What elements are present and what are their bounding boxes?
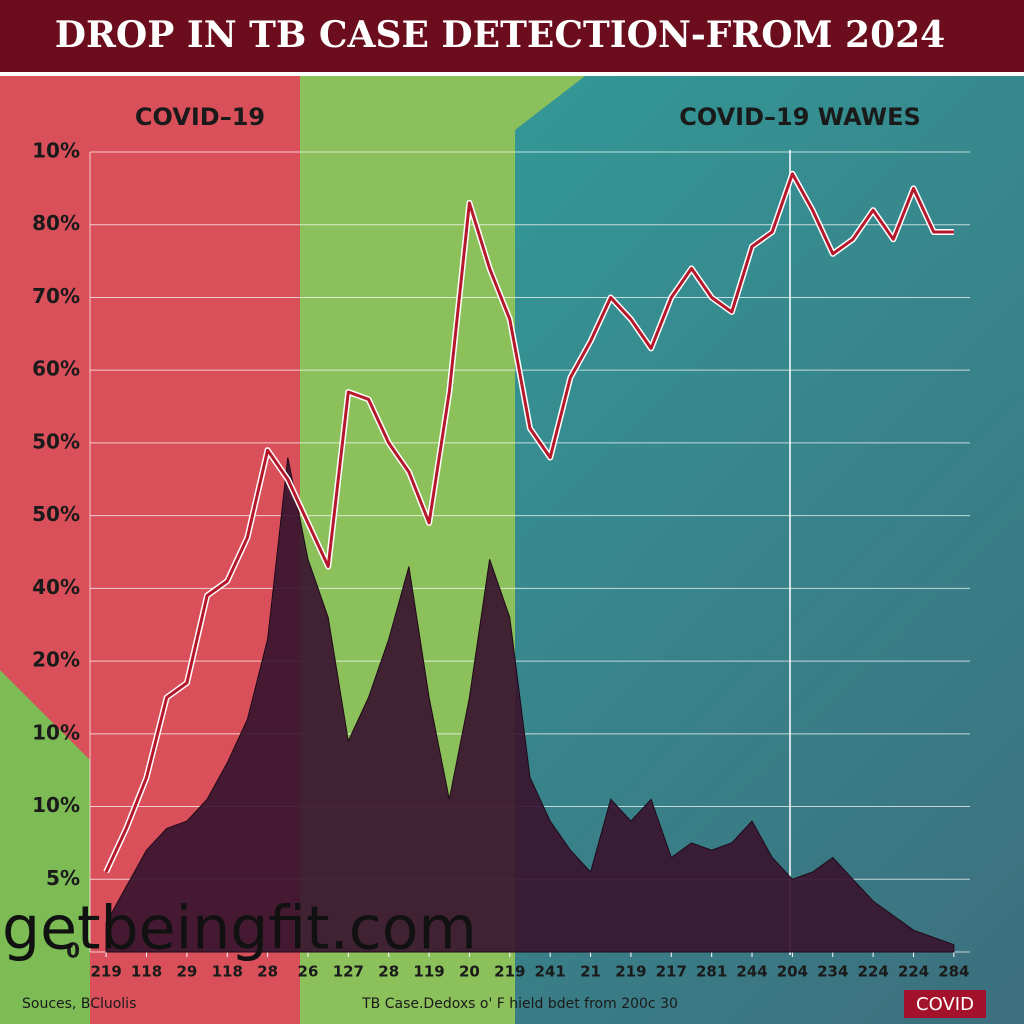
y-tick-label: 70% — [32, 284, 80, 308]
x-tick-label: 28 — [257, 963, 278, 981]
x-tick-label: 20 — [459, 963, 480, 981]
badge — [904, 990, 986, 1018]
x-tick-label: 284 — [938, 963, 969, 981]
source: Souces, BCluolis — [22, 996, 136, 1012]
x-tick-label: 224 — [898, 963, 929, 981]
title-rule — [0, 72, 1024, 76]
annotation: COVID–19 — [135, 103, 265, 131]
watermark: getbeingfit.com — [2, 894, 477, 964]
x-tick-label: 118 — [131, 963, 162, 981]
x-tick-label: 29 — [176, 963, 197, 981]
x-tick-label: 219 — [615, 963, 646, 981]
y-tick-label: 20% — [32, 648, 80, 672]
footnote: TB Case.Dedoxs o' F hield bdet from 200c… — [361, 996, 678, 1012]
title-bar — [0, 0, 1024, 72]
x-tick-label: 119 — [413, 963, 444, 981]
x-tick-label: 281 — [696, 963, 727, 981]
x-tick-label: 127 — [333, 963, 364, 981]
x-tick-label: 219 — [494, 963, 525, 981]
plot: 0 5% 10% 10% 20% 40% 50% 50% 60% 70% 80% 10% 219 118 2… — [32, 139, 970, 981]
x-tick-label: 219 — [90, 963, 121, 981]
x-tick-label: 244 — [736, 963, 767, 981]
badge-label: COVID — [916, 994, 974, 1015]
x-tick-label: 224 — [857, 963, 888, 981]
y-tick-label: 0 — [66, 939, 80, 963]
chart-title: DROP IN TB CASE DETECTION-FROM 2024 — [55, 14, 945, 56]
x-tick-label: 118 — [212, 963, 243, 981]
y-tick-label: 40% — [32, 575, 80, 599]
y-tick-label: 50% — [32, 502, 80, 526]
y-tick-label: 10% — [32, 793, 80, 817]
x-tick-label: 204 — [777, 963, 808, 981]
x-tick-label: 217 — [656, 963, 687, 981]
area — [105, 457, 955, 953]
x-tick-label: 28 — [378, 963, 399, 981]
y-tick-label: 60% — [32, 357, 80, 381]
panel-green-corner — [0, 670, 90, 1024]
y-tick-label: 5% — [46, 866, 80, 890]
y-tick-label: 80% — [32, 211, 80, 235]
y-tick-label: 10% — [32, 139, 80, 163]
y-tick-label: 10% — [32, 720, 80, 744]
annotation: COVID–19 WAWES — [679, 103, 921, 131]
x-tick-label: 234 — [817, 963, 848, 981]
y-tick-label: 50% — [32, 429, 80, 453]
x-tick-label: 241 — [535, 963, 566, 981]
line — [104, 172, 954, 873]
x-tick-label: 21 — [580, 963, 601, 981]
x-tick-label: 26 — [298, 963, 319, 981]
